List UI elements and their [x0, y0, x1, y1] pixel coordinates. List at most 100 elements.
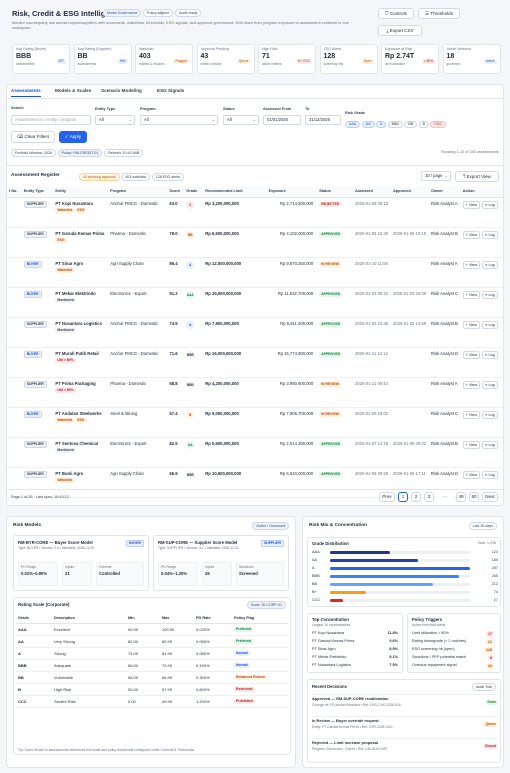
table-row[interactable]: BUYER PT Andalan Steelworks Watchlist ESG St…: [7, 407, 503, 438]
entity-name[interactable]: PT Murah Putih Retail: [55, 350, 99, 356]
page-button[interactable]: 49: [456, 492, 466, 502]
trigger-row[interactable]: Limit utilization > 80% 17: [412, 631, 494, 639]
page-button[interactable]: 1: [398, 492, 408, 502]
view-button[interactable]: + View: [462, 380, 481, 389]
tab-models-scales[interactable]: Models & Scales: [55, 88, 92, 93]
recent-decisions-card: Recent Decisions Audit Trail Approved — …: [307, 679, 501, 763]
entity-name[interactable]: PT Andalan Steelworks: [55, 410, 102, 416]
grade-chip[interactable]: A: [376, 121, 387, 128]
entity-name[interactable]: PT Kopi Nusantara: [55, 200, 93, 206]
view-button[interactable]: + View: [462, 230, 481, 239]
entity-name[interactable]: PT Mekar Elektrindo: [55, 290, 96, 296]
table-row[interactable]: SUPPLIER PT Prima Packaging Util > 80% Phar…: [7, 377, 503, 408]
entity-name[interactable]: PT Sentosa Chemical: [55, 440, 99, 446]
status-select[interactable]: All ⌄: [223, 115, 259, 125]
log-button[interactable]: ≡ Log: [482, 380, 498, 389]
column-header: Entity Type: [21, 187, 54, 198]
table-row[interactable]: BUYER PT Mekar Elektrindo Monitored Electro…: [7, 287, 503, 318]
tab-esg-signals[interactable]: ESG Signals: [157, 88, 185, 93]
table-row[interactable]: SUPPLIER PT Sentosa Chemical Monitored Elec…: [7, 437, 503, 468]
log-button[interactable]: ≡ Log: [482, 320, 498, 329]
log-button[interactable]: ≡ Log: [482, 470, 498, 479]
trigger-row[interactable]: Sanctions / PEP potential match 8: [412, 655, 494, 663]
owner-cell: Risk Analyst C: [429, 407, 461, 438]
grade-chip[interactable]: AAA: [345, 121, 361, 128]
export-csv-button[interactable]: ⤓ Export CSV: [378, 25, 422, 36]
limit-cell: Rp 16,000,000,000: [203, 347, 267, 378]
table-row[interactable]: SUPPLIER PT Garuda Kemas Prima ESG Pharma -…: [7, 227, 503, 258]
entity-name[interactable]: PT Sinar Agro: [55, 260, 84, 266]
scale-flag-cell: Prohibited: [232, 695, 288, 708]
filter-chips: Portfolio Window: 2026 Policy: RM-CREDIT…: [11, 149, 144, 158]
entity-name[interactable]: PT Garuda Kemas Prima: [55, 230, 105, 236]
audit-trail-badge[interactable]: Audit Trail: [472, 683, 496, 691]
trigger-row[interactable]: Overdue repayment signal 22: [412, 663, 494, 671]
program-select[interactable]: All ⌄: [140, 115, 218, 125]
entity-name[interactable]: PT Bumi Agro: [55, 470, 84, 476]
search-input[interactable]: Assessment no / entity / program: [11, 115, 91, 125]
controls-button[interactable]: ⛉ Controls: [378, 8, 414, 19]
view-button[interactable]: + View: [462, 200, 481, 209]
kpi-label: Model Versions: [446, 47, 472, 51]
log-button[interactable]: ≡ Log: [482, 230, 498, 239]
view-button[interactable]: + View: [462, 260, 481, 269]
decision-row[interactable]: In Review — Buyer override request Entity…: [312, 716, 498, 736]
log-button[interactable]: ≡ Log: [482, 200, 498, 209]
table-row[interactable]: SUPPLIER PT Kopi Nusantara Watchlist ESG Anc…: [7, 197, 503, 228]
decision-row[interactable]: Approved — RM-SUP-CORE recalibration Chan…: [312, 694, 498, 714]
thresholds-button[interactable]: ☰ Thresholds: [418, 8, 460, 19]
trigger-row[interactable]: ESG screening hit (open) 128: [412, 647, 494, 655]
concentration-value: 9.6%: [389, 639, 398, 643]
tab-assessments[interactable]: Assessments: [11, 88, 41, 97]
entity-name[interactable]: PT Nusantara Logistics: [55, 320, 102, 326]
view-button[interactable]: + View: [462, 470, 481, 479]
decision-row[interactable]: Rejected — Limit increase proposal Progra…: [312, 738, 498, 758]
page-button[interactable]: Prev: [379, 492, 395, 502]
assessed-from-input[interactable]: 01/01/2026: [263, 115, 301, 125]
model-card[interactable]: RM-BYR-CORE — Buyer Score Model Type: BUY…: [13, 535, 149, 591]
log-button[interactable]: ≡ Log: [482, 410, 498, 419]
table-row[interactable]: BUYER PT Sinar Agro Watchlist Agri Supply C…: [7, 257, 503, 288]
status-badge: APPROVED: [319, 291, 343, 297]
view-button[interactable]: + View: [462, 410, 481, 419]
grade-chip[interactable]: B: [418, 121, 429, 128]
page-button[interactable]: 2: [411, 492, 421, 502]
view-button[interactable]: + View: [462, 320, 481, 329]
table-row[interactable]: SUPPLIER PT Nusantara Logistics Monitored A…: [7, 317, 503, 348]
view-button[interactable]: + View: [462, 350, 481, 359]
grade-chip[interactable]: CCC: [430, 121, 446, 128]
model-card[interactable]: RM-SUP-CORE — Supplier Score Model Type: …: [153, 535, 289, 591]
to-input[interactable]: 31/12/2026: [305, 115, 341, 125]
log-button[interactable]: ≡ Log: [482, 290, 498, 299]
eye-icon: +: [465, 202, 469, 207]
view-button[interactable]: + View: [462, 290, 481, 299]
export-view-button[interactable]: ⤒ Export View: [455, 171, 499, 182]
log-button[interactable]: ≡ Log: [482, 350, 498, 359]
log-button[interactable]: ≡ Log: [482, 260, 498, 269]
page-button[interactable]: Next: [482, 492, 498, 502]
scale-flag-cell: Normal: [232, 647, 288, 660]
view-button[interactable]: + View: [462, 440, 481, 449]
page-button[interactable]: 3: [424, 492, 434, 502]
clear-filters-button[interactable]: ⌫ Clear Filters: [11, 131, 55, 143]
grade-chip[interactable]: BBB: [387, 121, 403, 128]
table-row[interactable]: BUYER PT Murah Putih Retail Util > 80% Anch…: [7, 347, 503, 378]
grade-chip[interactable]: AA: [361, 121, 375, 128]
log-button[interactable]: ≡ Log: [482, 440, 498, 449]
tab-scenario-modeling[interactable]: Scenario Modeling: [101, 88, 142, 93]
trigger-row[interactable]: Rating downgrade (> 2 notches) 21: [412, 639, 494, 647]
table-row[interactable]: SUPPLIER PT Bumi Agro Watchlist Agri Supply…: [7, 467, 503, 498]
entity-type-select[interactable]: All ⌄: [95, 115, 135, 125]
entity-type-cell: SUPPLIER: [21, 467, 54, 498]
grade-bar-row: A 287: [312, 566, 498, 572]
owner-cell: Risk Analyst D: [429, 347, 461, 378]
grade-chip[interactable]: BB: [404, 121, 418, 128]
entity-name[interactable]: PT Prima Packaging: [55, 380, 96, 386]
apply-button[interactable]: ✓ Apply: [59, 131, 87, 143]
divider: [7, 489, 503, 490]
status-badge: IN REVIEW: [319, 411, 341, 417]
entity-flags: Util > 80%: [55, 387, 106, 393]
page-button[interactable]: 50: [469, 492, 479, 502]
kpi-sub: screening hits: [323, 62, 344, 67]
per-page-select[interactable]: 10 / page ⌄: [421, 171, 451, 181]
